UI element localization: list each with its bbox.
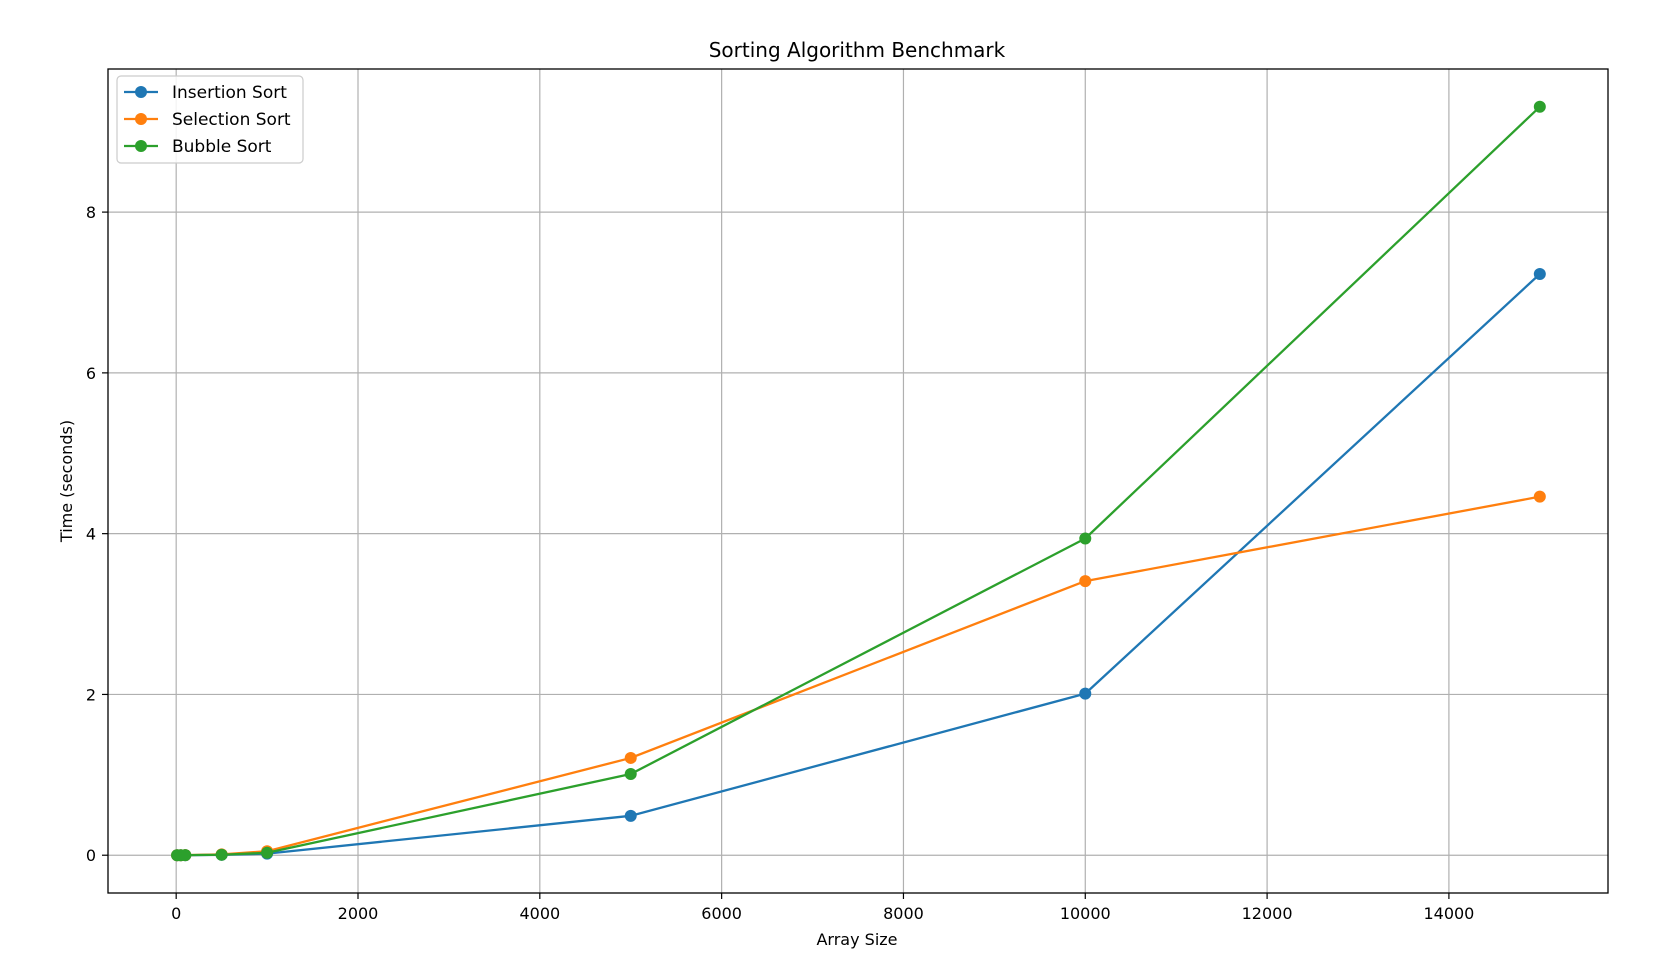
legend-marker-insertion-sort	[135, 86, 147, 98]
data-point-bubble-sort-5	[624, 768, 637, 781]
grid-lines	[108, 69, 1608, 893]
data-point-insertion-sort-6	[1079, 687, 1092, 700]
legend-item-insertion-sort: Insertion Sort	[124, 83, 287, 103]
y-tick-label-4: 8	[86, 203, 96, 222]
x-tick-label-3: 6000	[701, 904, 742, 923]
legend-item-bubble-sort: Bubble Sort	[124, 137, 272, 157]
series-selection-sort	[171, 490, 1546, 862]
x-tick-label-2: 4000	[519, 904, 560, 923]
series-line-selection-sort	[177, 495, 1541, 857]
data-point-selection-sort-5	[624, 751, 637, 764]
x-tick-label-6: 12000	[1242, 904, 1293, 923]
data-point-insertion-sort-7	[1533, 267, 1546, 280]
y-axis-label: Time (seconds)	[57, 420, 76, 543]
x-tick-label-1: 2000	[338, 904, 379, 923]
series-lines	[171, 100, 1546, 862]
x-tick-label-7: 14000	[1423, 904, 1474, 923]
legend-label-insertion-sort: Insertion Sort	[172, 83, 287, 103]
x-axis-label: Array Size	[816, 930, 897, 949]
legend-marker-bubble-sort	[135, 140, 147, 152]
x-tick-label-0: 0	[171, 904, 181, 923]
series-line-insertion-sort	[177, 273, 1541, 857]
legend-label-selection-sort: Selection Sort	[172, 110, 291, 130]
x-tick-label-4: 8000	[883, 904, 924, 923]
legend-marker-selection-sort	[135, 113, 147, 125]
data-point-bubble-sort-3	[215, 848, 228, 861]
data-point-bubble-sort-4	[261, 846, 274, 859]
series-bubble-sort	[171, 100, 1546, 862]
chart-title: Sorting Algorithm Benchmark	[709, 38, 1006, 62]
y-tick-label-0: 0	[86, 846, 96, 865]
data-point-bubble-sort-6	[1079, 532, 1092, 545]
y-tick-label-2: 4	[86, 525, 96, 544]
y-axis-ticks: 0 2 4 6 8	[86, 203, 108, 865]
series-insertion-sort	[171, 267, 1546, 862]
legend: Insertion Sort Selection Sort Bubble Sort	[116, 75, 304, 164]
legend-item-selection-sort: Selection Sort	[124, 110, 291, 130]
data-point-selection-sort-6	[1079, 575, 1092, 588]
series-line-bubble-sort	[177, 105, 1541, 857]
data-point-bubble-sort-2	[179, 849, 192, 862]
x-axis-ticks: 0 2000 4000 6000 8000 10000 12000 14000	[171, 893, 1474, 923]
data-point-selection-sort-7	[1533, 490, 1546, 503]
legend-box	[116, 75, 304, 164]
y-tick-label-3: 6	[86, 364, 96, 383]
x-tick-label-5: 10000	[1060, 904, 1111, 923]
y-tick-label-1: 2	[86, 685, 96, 704]
legend-label-bubble-sort: Bubble Sort	[172, 137, 272, 157]
data-point-bubble-sort-7	[1533, 100, 1546, 113]
plot-frame	[107, 68, 1609, 894]
data-point-insertion-sort-5	[624, 809, 637, 822]
